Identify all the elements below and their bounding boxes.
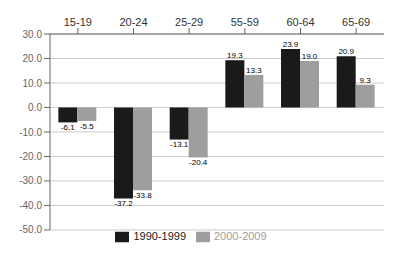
svg-text:-10.0: -10.0: [19, 127, 42, 138]
svg-text:19.3: 19.3: [227, 51, 243, 60]
svg-text:20.0: 20.0: [23, 53, 43, 64]
svg-text:-40.0: -40.0: [19, 200, 42, 211]
svg-text:-5.5: -5.5: [80, 122, 94, 131]
svg-text:15-19: 15-19: [64, 16, 92, 28]
svg-text:30.0: 30.0: [23, 29, 43, 40]
svg-text:0.0: 0.0: [28, 102, 42, 113]
svg-text:65-69: 65-69: [342, 16, 370, 28]
svg-text:20.9: 20.9: [338, 47, 354, 56]
svg-text:-20.0: -20.0: [19, 151, 42, 162]
svg-text:-13.1: -13.1: [170, 140, 189, 149]
svg-text:-20.4: -20.4: [189, 158, 208, 167]
svg-text:55-59: 55-59: [231, 16, 259, 28]
svg-text:-30.0: -30.0: [19, 175, 42, 186]
svg-text:25-29: 25-29: [175, 16, 203, 28]
svg-text:23.9: 23.9: [283, 40, 299, 49]
svg-text:10.0: 10.0: [23, 78, 43, 89]
svg-text:20-24: 20-24: [119, 16, 147, 28]
svg-text:19.0: 19.0: [302, 52, 318, 61]
svg-text:-6.1: -6.1: [61, 123, 75, 132]
svg-text:60-64: 60-64: [286, 16, 314, 28]
svg-text:9.3: 9.3: [360, 76, 372, 85]
svg-text:-37.2: -37.2: [114, 199, 133, 208]
html-text:1990-1999: 1990-1999: [133, 229, 186, 242]
svg-text:-33.8: -33.8: [133, 191, 152, 200]
html-text:2000-2009: 2000-2009: [214, 229, 267, 242]
svg-text:-50.0: -50.0: [19, 224, 42, 235]
svg-text:13.3: 13.3: [246, 66, 262, 75]
